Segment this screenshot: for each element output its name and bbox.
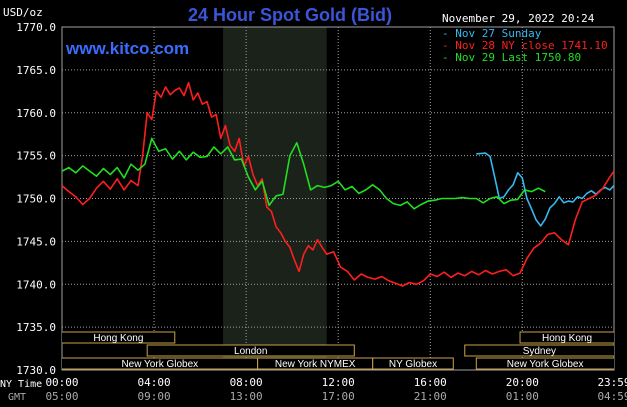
x-tick-gmt: 21:00 [414,390,447,403]
x-tick-ny: 12:00 [322,376,355,389]
session-label: Hong Kong [93,333,143,344]
y-tick-label: 1735.0 [16,321,56,334]
session-band: New York Globex [475,357,614,370]
x-tick-ny: 04:00 [138,376,171,389]
y-tick-label: 1730.0 [16,364,56,377]
session-label: NY Globex [389,359,437,370]
x-tick-ny: 23:59 [597,376,627,389]
session-band: New York NYMEX [257,357,374,370]
x-tick-gmt: 17:00 [322,390,355,403]
y-tick-label: 1745.0 [16,235,56,248]
timestamp: November 29, 2022 20:24 [442,12,595,25]
legend-nov27: - Nov 27 Sunday [442,27,542,40]
website-label[interactable]: www.kitco.com [65,39,189,58]
series-line-2 [61,137,546,210]
x-tick-ny: 20:00 [506,376,539,389]
y-tick-label: 1770.0 [16,21,56,34]
x-tick-ny: 16:00 [414,376,447,389]
y-tick-label: 1765.0 [16,64,56,77]
x-tick-gmt: 05:00 [45,390,78,403]
legend: - Nov 27 Sunday - Nov 28 NY close 1741.1… [442,27,608,64]
x-tick-gmt: 13:00 [230,390,263,403]
session-label: New York NYMEX [275,359,356,370]
y-tick-label: 1760.0 [16,107,56,120]
plot-frame [61,26,615,371]
unit-label: USD/oz [3,6,43,19]
x-tick-ny: 08:00 [230,376,263,389]
session-label: London [234,346,267,357]
x-tick-gmt: 09:00 [138,390,171,403]
y-tick-label: 1740.0 [16,278,56,291]
session-band: London [146,344,355,357]
y-tick-label: 1750.0 [16,193,56,206]
x-tick-ny: 00:00 [45,376,78,389]
gmt-label: GMT [8,392,26,403]
ny-time-label: NY Time [0,379,42,390]
y-tick-label: 1755.0 [16,150,56,163]
session-band: Hong Kong [519,331,614,344]
session-band: Hong Kong [62,331,176,344]
x-tick-gmt: 01:00 [506,390,539,403]
series-line-0 [476,152,615,227]
chart-title: 24 Hour Spot Gold (Bid) [188,5,392,25]
session-band: New York Globex [62,357,259,370]
session-band: Sydney [464,344,614,357]
series-line-1 [61,81,615,287]
session-label: New York Globex [121,359,198,370]
legend-nov29: - Nov 29 Last 1750.80 [442,51,581,64]
session-label: Hong Kong [542,333,592,344]
legend-nov28: - Nov 28 NY close 1741.10 [442,39,608,52]
session-label: New York Globex [507,359,584,370]
x-tick-gmt: 04:59 [597,390,627,403]
session-label: Sydney [523,346,556,357]
session-band: NY Globex [372,357,454,370]
